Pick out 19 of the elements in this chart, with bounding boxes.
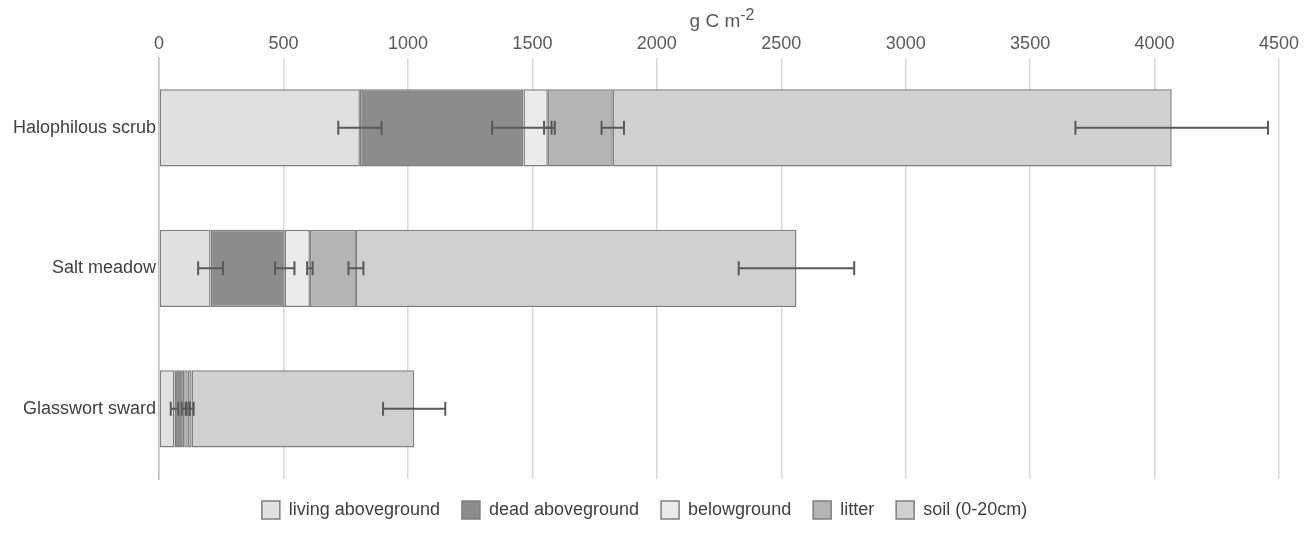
x-tick-label: 4500 xyxy=(1258,32,1300,53)
legend-label: dead aboveground xyxy=(488,498,640,519)
x-tick-label: 0 xyxy=(154,32,165,53)
x-tick-label: 1000 xyxy=(387,32,428,53)
x-tick-label: 3000 xyxy=(885,32,926,53)
legend-label: litter xyxy=(840,498,875,519)
legend-label: living aboveground xyxy=(288,498,440,519)
x-tick-label: 2000 xyxy=(636,32,677,53)
x-axis-title: g C m$^{-2}$ xyxy=(688,5,756,32)
legend-label: soil (0-20cm) xyxy=(923,498,1028,519)
x-tick-label: 3500 xyxy=(1010,32,1051,53)
x-tick-label: 500 xyxy=(268,32,299,53)
y-tick-label: Glasswort sward xyxy=(23,397,157,418)
legend-label: belowground xyxy=(688,498,792,519)
y-tick-label: Salt meadow xyxy=(52,257,158,278)
x-tick-label: 4000 xyxy=(1134,32,1175,53)
y-tick-label: Halophilous scrub xyxy=(13,116,157,137)
x-tick-label: 1500 xyxy=(512,32,553,53)
x-tick-label: 2500 xyxy=(761,32,802,53)
